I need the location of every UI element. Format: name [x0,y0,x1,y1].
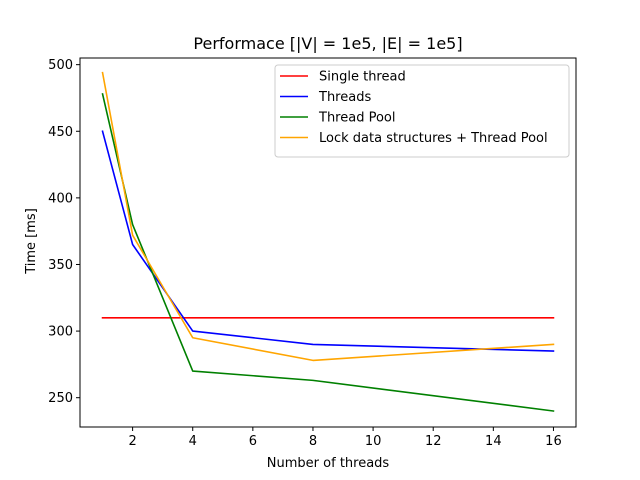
y-tick-label-4: 450 [48,125,73,140]
legend-entry-1: Threads [318,90,371,105]
legend-box [274,64,570,158]
legend-entry-3: Lock data structures + Thread Pool [319,131,548,146]
legend-entry-0: Single thread [319,70,406,85]
y-tick-label-3: 400 [48,191,73,206]
x-tick-label-0: 2 [128,434,136,449]
y-tick-label-2: 350 [48,258,73,273]
y-axis-label: Time [ms] [24,208,39,275]
x-tick-label-3: 8 [309,434,317,449]
plot-area: 2 4 6 8 10 12 14 16 250 300 350 400 450 500 [48,57,577,449]
y-tick-label-0: 250 [48,391,73,406]
x-tick-label-7: 16 [545,434,562,449]
x-tick-label-2: 6 [249,434,257,449]
series-line-1 [101,130,555,352]
x-tick-label-4: 10 [365,434,382,449]
plot-frame [79,57,577,428]
y-tick-label-1: 300 [48,325,73,340]
series-line-3 [101,71,555,362]
y-tick-label-5: 500 [48,58,73,73]
x-axis-label: Number of threads [267,456,390,471]
x-tick-label-5: 12 [425,434,442,449]
x-tick-label-6: 14 [485,434,502,449]
legend-entry-2: Thread Pool [318,111,395,126]
x-tick-label-1: 4 [189,434,197,449]
legend: Single thread Threads Thread Pool Lock data… [274,64,570,158]
chart-title: Performace [|V| = 1e5, |E| = 1e5] [193,34,462,53]
